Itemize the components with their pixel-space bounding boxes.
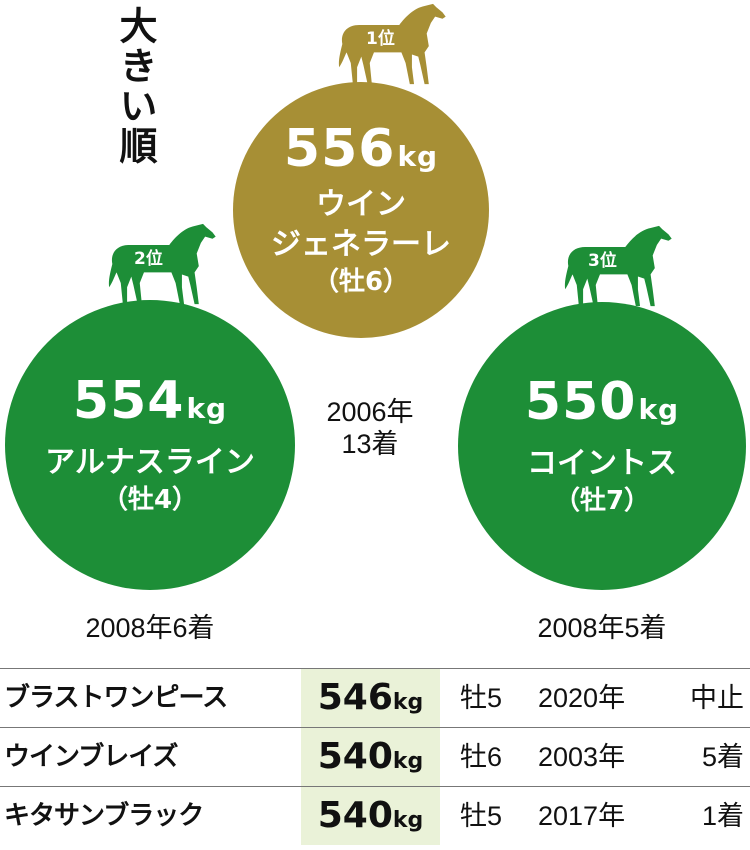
page-title: 大きい順	[113, 6, 157, 166]
weight-rank-3: 550kg	[524, 372, 680, 432]
rank-label-1: 1位	[366, 29, 395, 49]
weight-rank-1: 556kg	[283, 119, 439, 179]
result-rank-2: 2008年6着	[85, 613, 215, 643]
horse-name-rank-2: アルナスライン	[45, 445, 255, 480]
table-year: 2020年	[538, 683, 626, 713]
table-weight: 540kg	[301, 787, 440, 845]
result-rank-3: 2008年5着	[537, 613, 667, 643]
horse-name-rank-1a: ウイン	[316, 187, 406, 222]
rank-circle-1: 556kg ウイン ジェネラーレ （牡6）	[233, 82, 489, 338]
table-result: 中止	[690, 683, 744, 713]
horse-silhouette-rank-3	[562, 222, 678, 310]
sex-age-rank-2: （牡4）	[101, 485, 199, 515]
table-sex-age: 牡5	[460, 683, 503, 713]
rank-label-2: 2位	[134, 249, 163, 269]
table-sex-age: 牡5	[460, 801, 503, 831]
horse-name-rank-3: コイントス	[527, 446, 677, 481]
ranking-table: ブラストワンピース 546kg 牡5 2020年 中止 ウインブレイズ 540k…	[0, 668, 750, 845]
table-horse-name: キタサンブラック	[4, 801, 204, 831]
horse-silhouette-rank-2	[106, 220, 222, 308]
table-sex-age: 牡6	[460, 742, 503, 772]
table-horse-name: ウインブレイズ	[4, 742, 178, 772]
table-year: 2017年	[538, 801, 626, 831]
table-year: 2003年	[538, 742, 626, 772]
weight-rank-2: 554kg	[72, 371, 228, 431]
rank-label-3: 3位	[588, 251, 617, 271]
table-row: ブラストワンピース 546kg 牡5 2020年 中止	[0, 668, 750, 727]
table-row: ウインブレイズ 540kg 牡6 2003年 5着	[0, 727, 750, 786]
sex-age-rank-3: （牡7）	[553, 486, 651, 516]
table-horse-name: ブラストワンピース	[4, 683, 228, 713]
rank-circle-2: 554kg アルナスライン （牡4）	[5, 300, 295, 590]
result-rank-1: 2006年 13着	[326, 397, 414, 459]
horse-name-rank-1b: ジェネラーレ	[271, 227, 451, 262]
table-result: 5着	[701, 742, 744, 772]
sex-age-rank-1: （牡6）	[312, 267, 410, 297]
table-row: キタサンブラック 540kg 牡5 2017年 1着	[0, 786, 750, 845]
table-weight: 546kg	[301, 669, 440, 727]
table-result: 1着	[701, 801, 744, 831]
rank-circle-3: 550kg コイントス （牡7）	[458, 302, 746, 590]
table-weight: 540kg	[301, 728, 440, 786]
